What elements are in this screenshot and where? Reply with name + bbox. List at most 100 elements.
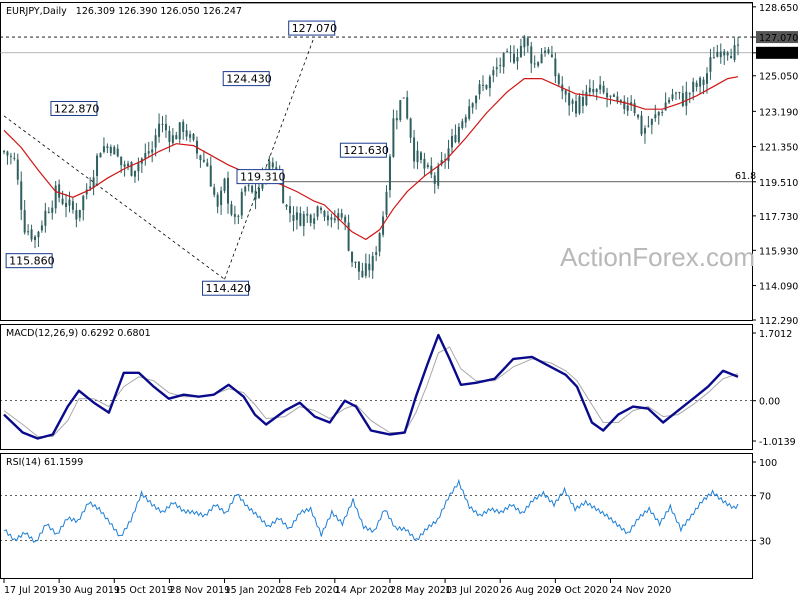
candle-body	[681, 92, 684, 106]
candle-body	[495, 67, 498, 70]
candle-body	[306, 213, 309, 216]
candle-body	[9, 155, 12, 157]
price-axis-label: 128.650	[759, 3, 798, 14]
price-axis-label: 127.070	[759, 33, 798, 44]
candle-body	[333, 218, 336, 221]
price-axis-label: 126.247	[759, 49, 798, 60]
candle-body	[575, 101, 578, 114]
candle-body	[664, 102, 667, 111]
candle-body	[633, 103, 636, 114]
candle-body	[344, 216, 347, 223]
candle-body	[619, 100, 622, 102]
candle-body	[92, 177, 95, 188]
candle-body	[178, 122, 181, 140]
price-axis-label: 112.290	[759, 316, 798, 327]
candle-body	[68, 199, 71, 206]
candle-body	[89, 186, 92, 189]
candle-body	[609, 95, 612, 97]
candle-body	[475, 95, 478, 104]
candle-body	[616, 96, 619, 102]
candle-body	[599, 84, 602, 90]
candle-body	[509, 52, 512, 54]
candle-body	[513, 53, 516, 63]
candle-body	[326, 215, 329, 221]
candle-body	[182, 121, 185, 132]
rsi-axis-label: 30	[759, 536, 771, 547]
candle-body	[564, 90, 567, 95]
candle-body	[716, 51, 719, 57]
candle-body	[371, 256, 374, 271]
candle-body	[47, 211, 50, 213]
candle-body	[271, 162, 274, 168]
candle-body	[199, 155, 202, 161]
candle-body	[395, 118, 398, 121]
candle-body	[61, 198, 64, 204]
candle-body	[488, 76, 491, 89]
candle-body	[699, 77, 702, 87]
candle-body	[226, 177, 229, 204]
candle-body	[643, 128, 646, 134]
candle-body	[316, 206, 319, 217]
candle-body	[185, 130, 188, 137]
candle-body	[357, 261, 360, 272]
candle-body	[340, 213, 343, 218]
candle-body	[230, 204, 233, 215]
macd-panel	[0, 324, 753, 450]
candle-body	[368, 263, 371, 271]
candle-body	[506, 51, 509, 53]
candle-body	[568, 92, 571, 106]
ohlc-header: EURJPY,Daily 126.309 126.390 126.050 126…	[6, 6, 242, 17]
candle-body	[626, 105, 629, 111]
candle-body	[392, 118, 395, 157]
annotation-label: 119.310	[240, 171, 286, 184]
annotation-label: 127.070	[292, 22, 338, 35]
macd-axis-label: -1.0139	[759, 437, 796, 448]
annotation-label: 124.430	[226, 73, 271, 86]
candle-body	[602, 85, 605, 93]
ohlc-values: 126.309 126.390 126.050 126.247	[76, 6, 242, 17]
candle-body	[554, 58, 557, 77]
candle-body	[592, 88, 595, 93]
candle-body	[323, 210, 326, 217]
annotation-box	[50, 100, 98, 116]
candle-body	[268, 161, 271, 174]
candle-body	[147, 151, 150, 154]
candle-body	[192, 133, 195, 140]
rsi-axis-label: 70	[759, 492, 771, 503]
candle-body	[433, 175, 436, 184]
candle-body	[127, 163, 130, 167]
candle-body	[354, 261, 357, 263]
candle-body	[85, 189, 88, 195]
price-axis-label: 123.190	[759, 107, 798, 118]
candle-body	[13, 157, 16, 159]
annotation-label: 115.860	[9, 255, 55, 268]
candle-body	[337, 213, 340, 221]
macd-axis-label: 0.00	[759, 397, 780, 408]
candle-body	[102, 146, 105, 152]
candle-body	[674, 92, 677, 94]
macd-signal-line	[3, 346, 739, 437]
annotation-box	[222, 71, 270, 87]
candle-body	[27, 231, 30, 233]
candle-body	[657, 112, 660, 116]
candle-body	[547, 49, 550, 53]
candle-body	[709, 57, 712, 72]
candle-body	[544, 50, 547, 53]
x-axis-label: 14 Apr 2020	[335, 585, 394, 596]
price-tag	[756, 46, 798, 59]
candle-body	[481, 84, 484, 86]
candle-body	[168, 130, 171, 142]
annotation-label: 121.630	[343, 144, 389, 157]
rsi-title: RSI(14) 61.1599	[6, 457, 83, 468]
candle-body	[385, 191, 388, 215]
candle-body	[437, 166, 440, 186]
candle-body	[175, 135, 178, 140]
candle-body	[295, 212, 298, 220]
candle-body	[51, 207, 54, 213]
candle-body	[347, 222, 350, 251]
rsi-line	[3, 478, 739, 544]
candle-body	[695, 82, 698, 87]
candle-body	[557, 74, 560, 85]
candle-body	[595, 89, 598, 93]
candle-body	[116, 148, 119, 157]
